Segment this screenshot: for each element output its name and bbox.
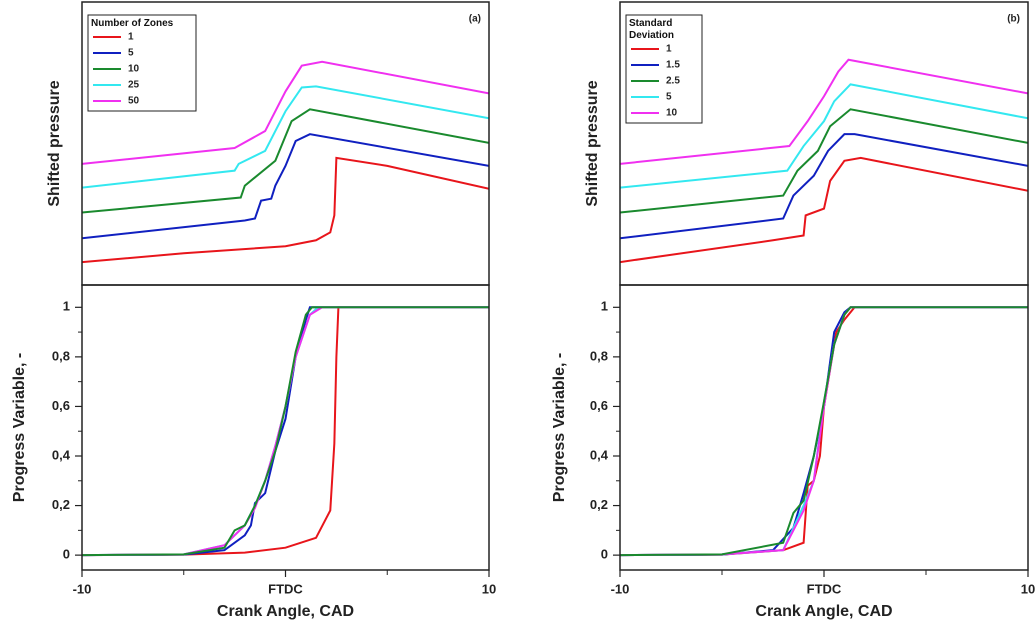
plot-frame	[619, 284, 1029, 571]
series-line	[620, 306, 1028, 557]
panel-label: (a)	[469, 14, 481, 25]
legend-title: Standard Deviation	[629, 18, 675, 41]
legend-label: 5	[128, 48, 134, 59]
x-tick-label: -10	[611, 581, 630, 596]
series-line	[82, 306, 489, 557]
plot-frame	[81, 284, 490, 571]
y-tick-label: 0,4	[52, 447, 71, 462]
legend-label: 1.5	[666, 60, 680, 71]
plot-area	[82, 306, 489, 557]
x-axis-label: Crank Angle, CAD	[217, 603, 354, 620]
series-line	[620, 306, 1028, 557]
y-tick-label: 0,8	[52, 348, 70, 363]
legend-label: 25	[128, 80, 140, 91]
series-line	[82, 156, 489, 264]
plot-area	[82, 60, 489, 264]
legend-label: 2.5	[666, 76, 680, 87]
legend-box	[625, 14, 703, 124]
legend-title: Number of Zones	[91, 18, 174, 29]
y-axis-label: Progress Variable, -	[11, 353, 28, 502]
x-tick-label: 10	[482, 581, 496, 596]
y-tick-label: 1	[63, 299, 70, 314]
series-line	[82, 306, 489, 557]
series-line	[82, 60, 489, 165]
x-tick-label: -10	[73, 581, 92, 596]
series-line	[620, 306, 1028, 557]
y-axis-label: Shifted pressure	[46, 80, 63, 206]
series-line	[82, 133, 489, 240]
y-tick-label: 0,6	[52, 398, 70, 413]
series-line	[620, 108, 1028, 214]
series-line	[620, 156, 1028, 264]
plot-area	[620, 58, 1028, 264]
legend-label: 1	[666, 44, 672, 55]
y-axis-label: Progress Variable, -	[551, 353, 568, 502]
series-line	[620, 306, 1028, 557]
y-tick-label: 0	[601, 547, 608, 562]
series-line	[82, 306, 489, 557]
x-tick-label: FTDC	[268, 581, 303, 596]
legend-label: 1	[128, 32, 134, 43]
series-line	[82, 85, 489, 189]
y-tick-label: 0,4	[590, 447, 609, 462]
y-tick-label: 0	[63, 547, 70, 562]
series-line	[620, 58, 1028, 165]
x-tick-label: 10	[1021, 581, 1035, 596]
y-tick-label: 0,2	[52, 497, 70, 512]
legend-label: 5	[666, 92, 672, 103]
legend-label: 10	[666, 108, 678, 119]
legend-title-box: Standard Deviation	[629, 18, 675, 41]
series-line	[82, 306, 489, 557]
legend-label: 50	[128, 96, 140, 107]
series-line	[620, 83, 1028, 189]
y-tick-label: 0,8	[590, 348, 608, 363]
panel-label: (b)	[1007, 14, 1020, 25]
series-line	[620, 133, 1028, 240]
y-tick-label: 0,6	[590, 398, 608, 413]
legend-label: 10	[128, 64, 140, 75]
legend-title-box: Number of Zones	[91, 18, 174, 29]
y-tick-label: 1	[601, 299, 608, 314]
series-line	[620, 306, 1028, 557]
series-line	[82, 108, 489, 214]
series-line	[82, 306, 489, 557]
y-tick-label: 0,2	[590, 497, 608, 512]
x-axis-label: Crank Angle, CAD	[755, 603, 892, 620]
plot-area	[620, 306, 1028, 557]
y-axis-label: Shifted pressure	[584, 80, 601, 206]
x-tick-label: FTDC	[807, 581, 842, 596]
legend-box	[87, 14, 197, 112]
